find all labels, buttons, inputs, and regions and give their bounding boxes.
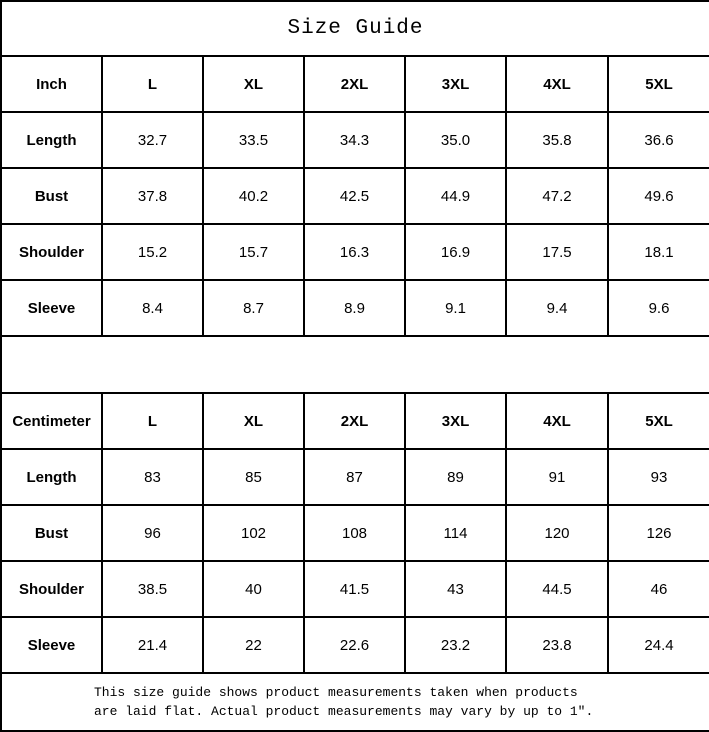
inch-shoulder-label: Shoulder: [0, 223, 103, 281]
inch-bust-label: Bust: [0, 167, 103, 225]
inch-shoulder-value-l: 15.2: [101, 223, 204, 281]
cm-sleeve-label: Sleeve: [0, 616, 103, 674]
inch-sleeve-value-5xl: 9.6: [607, 279, 709, 337]
footer-note: This size guide shows product measuremen…: [0, 672, 709, 732]
cm-shoulder-value-3xl: 43: [404, 560, 507, 618]
inch-shoulder-value-xl: 15.7: [202, 223, 305, 281]
cm-size-header-2xl: 2XL: [303, 392, 406, 450]
cm-unit-header: Centimeter: [0, 392, 103, 450]
table-row: Length 83 85 87 89 91 93: [0, 448, 709, 506]
table-row: Length 32.7 33.5 34.3 35.0 35.8 36.6: [0, 111, 709, 169]
inch-shoulder-value-5xl: 18.1: [607, 223, 709, 281]
cm-length-label: Length: [0, 448, 103, 506]
cm-length-value-5xl: 93: [607, 448, 709, 506]
inch-bust-value-5xl: 49.6: [607, 167, 709, 225]
footer-note-line1: This size guide shows product measuremen…: [94, 685, 578, 700]
inch-length-value-2xl: 34.3: [303, 111, 406, 169]
inch-size-header-2xl: 2XL: [303, 55, 406, 113]
cm-bust-value-3xl: 114: [404, 504, 507, 562]
inch-size-header-5xl: 5XL: [607, 55, 709, 113]
cm-length-value-xl: 85: [202, 448, 305, 506]
cm-bust-value-5xl: 126: [607, 504, 709, 562]
cm-shoulder-value-xl: 40: [202, 560, 305, 618]
inch-sleeve-value-4xl: 9.4: [505, 279, 609, 337]
inch-length-label: Length: [0, 111, 103, 169]
cm-length-value-l: 83: [101, 448, 204, 506]
inch-bust-value-3xl: 44.9: [404, 167, 507, 225]
cm-sleeve-value-5xl: 24.4: [607, 616, 709, 674]
cm-bust-label: Bust: [0, 504, 103, 562]
table-spacer: [0, 335, 709, 394]
cm-length-value-3xl: 89: [404, 448, 507, 506]
cm-sleeve-value-2xl: 22.6: [303, 616, 406, 674]
inch-size-header-l: L: [101, 55, 204, 113]
cm-sleeve-value-3xl: 23.2: [404, 616, 507, 674]
inch-size-header-4xl: 4XL: [505, 55, 609, 113]
inch-shoulder-value-2xl: 16.3: [303, 223, 406, 281]
cm-size-header-3xl: 3XL: [404, 392, 507, 450]
inch-sleeve-value-l: 8.4: [101, 279, 204, 337]
cm-bust-value-2xl: 108: [303, 504, 406, 562]
size-guide-title: Size Guide: [0, 0, 709, 57]
inch-bust-value-2xl: 42.5: [303, 167, 406, 225]
inch-length-value-xl: 33.5: [202, 111, 305, 169]
inch-size-header-xl: XL: [202, 55, 305, 113]
table-row: Sleeve 8.4 8.7 8.9 9.1 9.4 9.6: [0, 279, 709, 337]
cm-shoulder-value-l: 38.5: [101, 560, 204, 618]
table-row: Shoulder 38.5 40 41.5 43 44.5 46: [0, 560, 709, 618]
cm-sleeve-value-l: 21.4: [101, 616, 204, 674]
inch-length-value-3xl: 35.0: [404, 111, 507, 169]
cm-size-header-l: L: [101, 392, 204, 450]
cm-shoulder-value-5xl: 46: [607, 560, 709, 618]
inch-size-header-3xl: 3XL: [404, 55, 507, 113]
inch-shoulder-value-4xl: 17.5: [505, 223, 609, 281]
inch-length-value-5xl: 36.6: [607, 111, 709, 169]
table-row: Sleeve 21.4 22 22.6 23.2 23.8 24.4: [0, 616, 709, 674]
cm-shoulder-value-4xl: 44.5: [505, 560, 609, 618]
inch-bust-value-l: 37.8: [101, 167, 204, 225]
cm-bust-value-4xl: 120: [505, 504, 609, 562]
table-row: Bust 37.8 40.2 42.5 44.9 47.2 49.6: [0, 167, 709, 225]
cm-length-value-4xl: 91: [505, 448, 609, 506]
cm-size-header-5xl: 5XL: [607, 392, 709, 450]
cm-size-header-4xl: 4XL: [505, 392, 609, 450]
table-row: Shoulder 15.2 15.7 16.3 16.9 17.5 18.1: [0, 223, 709, 281]
cm-shoulder-label: Shoulder: [0, 560, 103, 618]
inch-sleeve-value-xl: 8.7: [202, 279, 305, 337]
inch-length-value-4xl: 35.8: [505, 111, 609, 169]
inch-unit-header: Inch: [0, 55, 103, 113]
inch-sleeve-label: Sleeve: [0, 279, 103, 337]
cm-shoulder-value-2xl: 41.5: [303, 560, 406, 618]
cm-sleeve-value-4xl: 23.8: [505, 616, 609, 674]
footer-note-line2: are laid flat. Actual product measuremen…: [94, 704, 594, 719]
cm-bust-value-l: 96: [101, 504, 204, 562]
cm-sleeve-value-xl: 22: [202, 616, 305, 674]
table-row: Bust 96 102 108 114 120 126: [0, 504, 709, 562]
inch-bust-value-4xl: 47.2: [505, 167, 609, 225]
cm-size-header-xl: XL: [202, 392, 305, 450]
inch-bust-value-xl: 40.2: [202, 167, 305, 225]
inch-sleeve-value-3xl: 9.1: [404, 279, 507, 337]
cm-bust-value-xl: 102: [202, 504, 305, 562]
inch-length-value-l: 32.7: [101, 111, 204, 169]
inch-shoulder-value-3xl: 16.9: [404, 223, 507, 281]
inch-sleeve-value-2xl: 8.9: [303, 279, 406, 337]
cm-length-value-2xl: 87: [303, 448, 406, 506]
